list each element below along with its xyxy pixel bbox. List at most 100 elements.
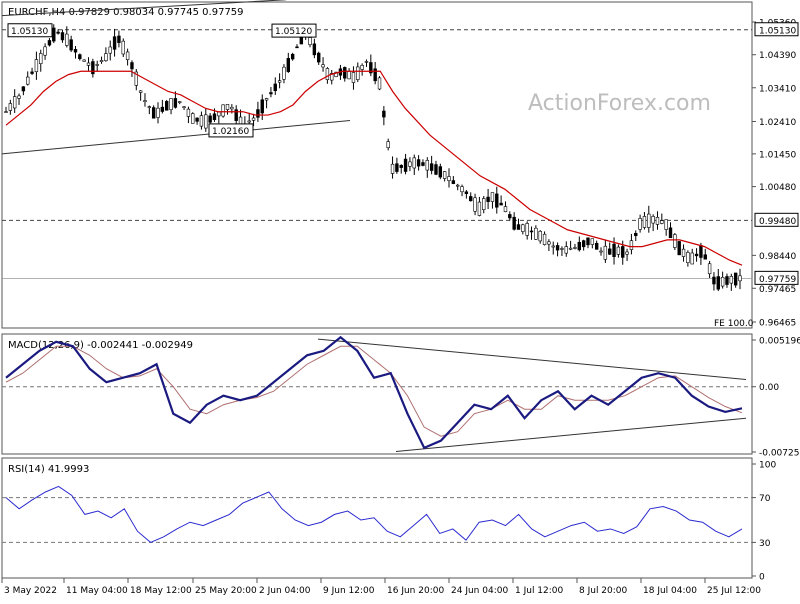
candle-body — [681, 248, 686, 257]
candle-body — [586, 237, 590, 246]
candle-body — [151, 107, 156, 119]
candle-body — [195, 117, 199, 122]
candle-body — [395, 163, 399, 172]
candle-body — [382, 110, 386, 118]
macd-tick-label: -0.007259 — [759, 449, 800, 459]
candle-body — [599, 250, 603, 253]
price-grid — [2, 29, 752, 279]
candle-body — [156, 107, 160, 118]
candle-body — [694, 253, 699, 257]
candle-body — [60, 32, 65, 41]
price-tick-label: 0.98440 — [759, 252, 796, 262]
candle-body — [594, 243, 599, 250]
candle-body — [621, 246, 625, 258]
candle-body — [104, 53, 108, 62]
candle-body — [421, 162, 425, 166]
candle-body — [416, 159, 421, 167]
price-trendlines — [1, 0, 351, 155]
rsi-tick-label: 0 — [759, 573, 765, 583]
candle-body — [442, 171, 447, 179]
candle-body — [356, 66, 360, 80]
candle-body — [125, 51, 130, 60]
candle-body — [690, 252, 694, 265]
candle-body — [542, 233, 547, 245]
candle-body — [138, 90, 143, 93]
candle-body — [547, 241, 551, 245]
rsi-tick-label: 70 — [759, 494, 771, 504]
candle-body — [677, 241, 681, 256]
candle-body — [521, 224, 525, 232]
annotation-label: 1.02160 — [212, 127, 249, 137]
candle-body — [52, 27, 56, 42]
candle-body — [130, 62, 134, 70]
candle-body — [286, 58, 291, 72]
candle-body — [343, 67, 347, 79]
candle-body — [425, 160, 429, 171]
candle-body — [455, 184, 460, 187]
candle-body — [330, 73, 334, 81]
candle-body — [729, 276, 734, 284]
macd-main-line — [5, 335, 743, 450]
candle-body — [308, 37, 312, 46]
candle-body — [373, 68, 377, 82]
annotation-box — [208, 123, 254, 138]
candle-body — [429, 163, 434, 171]
candle-body — [269, 92, 273, 95]
candle-body — [434, 164, 438, 175]
candle-body — [638, 218, 642, 230]
candle-body — [86, 62, 91, 66]
candle-body — [26, 76, 30, 85]
candle-body — [712, 276, 716, 285]
candle-body — [282, 66, 286, 80]
candle-body — [21, 86, 26, 92]
candle-body — [629, 240, 634, 250]
macd-label: MACD(12,26,9) -0.002441 -0.002949 — [8, 340, 193, 351]
time-tick-label: 9 Jun 12:00 — [323, 586, 375, 596]
symbol-header: EURCHF,H4 0.97829 0.98034 0.97745 0.9775… — [8, 7, 244, 18]
candle-body — [634, 232, 638, 237]
macd-lower-trendline — [395, 417, 747, 452]
candle-body — [651, 215, 655, 224]
candle-body — [351, 72, 356, 83]
annotation-label: 1.05130 — [11, 27, 48, 37]
price-axis: 1.053601.043901.034101.024101.014501.004… — [752, 19, 799, 329]
candle-body — [99, 60, 104, 62]
candle-body — [30, 71, 34, 74]
candle-body — [295, 46, 299, 49]
candle-body — [82, 59, 86, 62]
candle-body — [447, 176, 451, 181]
annotation-box — [7, 23, 53, 38]
rsi-lines — [2, 485, 752, 543]
candle-body — [482, 198, 486, 210]
candle-body — [56, 31, 60, 34]
candle-body — [212, 113, 217, 120]
candle-body — [412, 157, 416, 169]
candle-body — [660, 220, 664, 224]
candle-body — [12, 96, 17, 109]
rsi-panel — [1, 457, 753, 579]
candle-body — [47, 40, 52, 46]
time-tick-label: 18 Jul 04:00 — [643, 586, 697, 596]
candle-body — [169, 98, 173, 111]
price-annotations: 1.05130 1.05120 1.02160 — [7, 23, 317, 138]
candle-body — [260, 99, 264, 114]
candle-body — [112, 36, 117, 50]
candle-body — [325, 68, 330, 80]
time-tick-label: 11 May 04:00 — [66, 586, 128, 596]
candle-body — [108, 46, 112, 54]
candle-body — [668, 227, 673, 239]
candle-body — [225, 103, 230, 110]
time-tick-label: 8 Jul 20:00 — [579, 586, 628, 596]
candle-body — [369, 62, 373, 74]
candle-body — [612, 243, 616, 257]
time-tick-label: 2 Jun 04:00 — [259, 586, 311, 596]
rsi-axis: 100 70 30 0 — [752, 461, 776, 583]
candle-body — [347, 71, 351, 80]
candle-body — [707, 263, 712, 275]
time-tick-label: 24 Jun 04:00 — [451, 586, 508, 596]
upper-channel-line — [1, 0, 287, 17]
candle-body — [121, 40, 125, 55]
candle-body — [221, 104, 225, 117]
